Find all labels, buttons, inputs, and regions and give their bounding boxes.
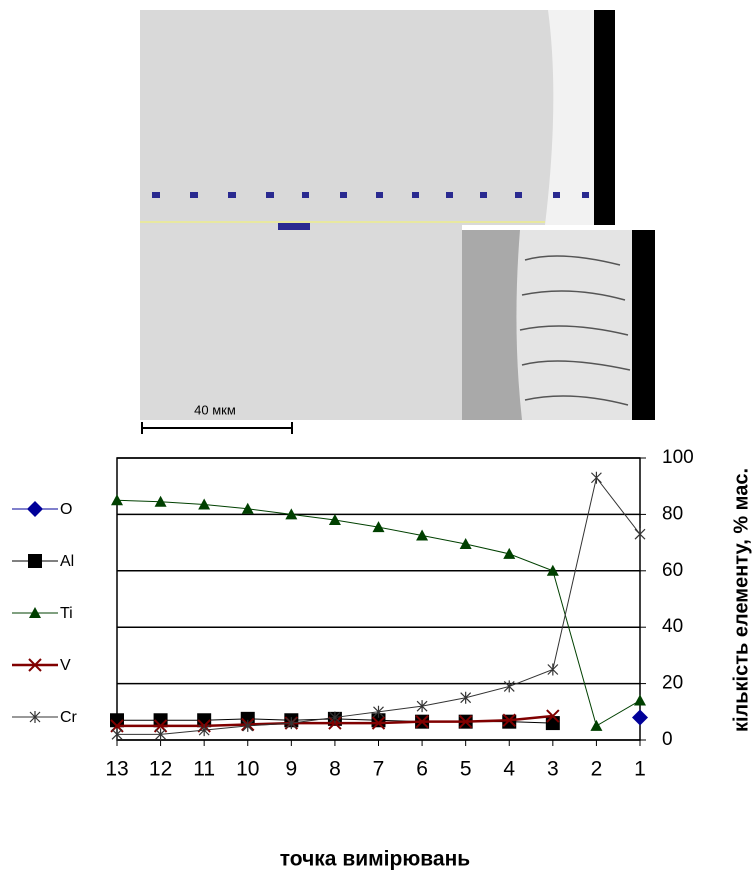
y-tick-label: 100: [662, 447, 694, 468]
marker: [155, 728, 167, 741]
marker: [373, 705, 384, 718]
marker: [111, 728, 123, 741]
marker: [545, 716, 560, 731]
edge: [594, 10, 615, 225]
marker: [285, 508, 298, 520]
y-tick-label: 60: [662, 560, 683, 581]
marker: [634, 528, 646, 541]
marker: [111, 494, 123, 506]
marker: [198, 498, 211, 510]
marker: [371, 716, 386, 730]
scale-label: 40 мкм: [194, 402, 236, 417]
marker: [502, 713, 516, 727]
x-tick-label: 12: [149, 758, 172, 781]
plot-area: [116, 457, 641, 741]
marker: [546, 709, 560, 723]
marker: [329, 711, 341, 724]
marker: [328, 514, 341, 526]
legend-label: O: [60, 501, 72, 518]
marker: [546, 564, 559, 576]
x-tick-label: 8: [329, 758, 341, 781]
marker: [285, 717, 297, 730]
y-axis-label: кількість елементу, % мас.: [730, 468, 752, 732]
y-tick-label: 20: [662, 673, 683, 694]
x-tick-label: 6: [416, 758, 428, 781]
legend-label: V: [60, 657, 71, 674]
marker: [458, 714, 473, 729]
micrograph-bottom: [140, 225, 462, 420]
x-tick-label: 7: [373, 758, 385, 781]
x-tick-label: 10: [236, 758, 259, 781]
series-line: [117, 476, 641, 735]
marker: [632, 709, 648, 726]
marker: [29, 607, 41, 618]
x-tick-label: 5: [460, 758, 472, 781]
marker: [547, 663, 559, 676]
marker: [28, 658, 42, 672]
marker: [372, 521, 385, 533]
micrograph: 40 мкм: [140, 10, 655, 434]
x-tick-label: 13: [105, 758, 128, 781]
x-tick-label: 1: [634, 758, 646, 781]
marker: [28, 554, 42, 568]
y-tick-label: 80: [662, 503, 683, 524]
inset-edge: [632, 230, 655, 420]
marker: [29, 711, 41, 723]
marker: [416, 529, 429, 541]
x-tick-label: 4: [503, 758, 515, 781]
y-tick-label: 0: [662, 729, 673, 750]
series-line: [116, 499, 641, 727]
y-tick-label: 40: [662, 616, 683, 637]
marker: [27, 501, 43, 517]
marker: [459, 538, 472, 550]
x-axis-label: точка вимірювань: [280, 848, 470, 871]
marker: [634, 694, 646, 706]
x-tick-label: 11: [193, 758, 215, 781]
marker: [241, 502, 254, 514]
marker: [503, 547, 516, 559]
marker: [590, 719, 603, 731]
marker: [242, 719, 254, 732]
marker: [416, 700, 428, 713]
micrograph-top: [140, 10, 615, 225]
indent-marks: [152, 192, 589, 230]
marker: [503, 680, 515, 693]
marker: [154, 495, 167, 507]
marker: [415, 714, 429, 729]
marker: [198, 724, 210, 737]
legend-label: Cr: [60, 709, 78, 726]
legend-label: Ti: [60, 605, 73, 622]
x-tick-label: 3: [547, 758, 559, 781]
inset-cracks: [519, 255, 631, 406]
x-tick-label: 2: [591, 758, 603, 781]
marker: [590, 471, 602, 484]
inset-coating: [516, 230, 632, 420]
marker: [460, 691, 472, 704]
coating-layer: [545, 10, 598, 225]
legend-label: Al: [60, 553, 74, 570]
x-tick-label: 9: [285, 758, 297, 781]
